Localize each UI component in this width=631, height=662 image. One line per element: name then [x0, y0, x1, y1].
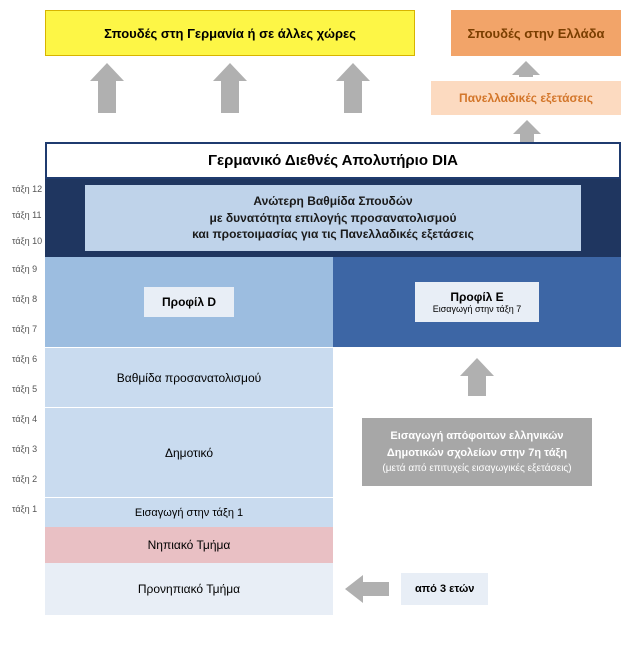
- greek-entry-l3: (μετά από επιτυχείς εισαγωγικές εξετάσει…: [374, 461, 580, 476]
- axis-label: τάξη 7: [10, 314, 45, 344]
- primary-stage: Δημοτικό: [45, 407, 333, 497]
- prekindergarten-box: Προνηπιακό Τμήμα: [45, 563, 333, 615]
- up-arrow-icon: [336, 63, 370, 113]
- study-greece-box: Σπουδές στην Ελλάδα: [451, 10, 621, 56]
- axis-label: τάξη 11: [10, 202, 45, 228]
- axis-label: τάξη 10: [10, 228, 45, 254]
- axis-label: τάξη 8: [10, 284, 45, 314]
- orientation-stage: Βαθμίδα προσανατολισμού: [45, 347, 333, 407]
- greek-entry-l2: Δημοτικών σχολείων στην 7η τάξη: [374, 445, 580, 462]
- upper-stage-band: Ανώτερη Βαθμίδα Σπουδών με δυνατότητα επ…: [45, 179, 621, 257]
- axis-label: τάξη 12: [10, 176, 45, 202]
- upper-line2: με δυνατότητα επιλογής προσανατολισμού: [95, 210, 571, 227]
- axis-label: τάξη 2: [10, 464, 45, 494]
- profile-e-label: Προφίλ E: [433, 290, 522, 304]
- up-arrow-icon: [213, 63, 247, 113]
- dia-title: Γερμανικό Διεθνές Απολυτήριο DIA: [45, 142, 621, 179]
- axis-label: τάξη 6: [10, 344, 45, 374]
- panhellenic-exams-box: Πανελλαδικές εξετάσεις: [431, 81, 621, 115]
- profile-e-sublabel: Εισαγωγή στην τάξη 7: [433, 304, 522, 314]
- greek-entry-box: Εισαγωγή απόφοιτων ελληνικών Δημοτικών σ…: [362, 418, 592, 486]
- profile-e-box: Προφίλ E Εισαγωγή στην τάξη 7: [333, 257, 621, 347]
- axis-label: τάξη 4: [10, 404, 45, 434]
- axis-label: τάξη 5: [10, 374, 45, 404]
- upper-line1: Ανώτερη Βαθμίδα Σπουδών: [95, 193, 571, 210]
- up-arrow-icon: [460, 358, 494, 396]
- kindergarten-box: Νηπιακό Τμήμα: [45, 527, 333, 563]
- axis-label: τάξη 1: [10, 494, 45, 524]
- profile-d-label: Προφίλ D: [162, 295, 216, 309]
- axis-label: τάξη 3: [10, 434, 45, 464]
- grade-axis: τάξη 12 τάξη 11 τάξη 10 τάξη 9 τάξη 8 τά…: [10, 142, 45, 615]
- greek-entry-l1: Εισαγωγή απόφοιτων ελληνικών: [374, 428, 580, 445]
- from-age-box: από 3 ετών: [401, 573, 488, 605]
- profile-d-box: Προφίλ D: [45, 257, 333, 347]
- up-arrow-icon: [512, 61, 540, 77]
- right-gap: [333, 347, 621, 407]
- axis-label: τάξη 9: [10, 254, 45, 284]
- up-arrow-icon: [513, 120, 541, 142]
- study-abroad-box: Σπουδές στη Γερμανία ή σε άλλες χώρες: [45, 10, 415, 56]
- left-arrow-icon: [345, 575, 389, 603]
- up-arrow-icon: [90, 63, 124, 113]
- upper-line3: και προετοιμασίας για τις Πανελλαδικές ε…: [95, 226, 571, 243]
- entry1-stage: Εισαγωγή στην τάξη 1: [45, 497, 333, 527]
- upper-stage-inner: Ανώτερη Βαθμίδα Σπουδών με δυνατότητα επ…: [85, 185, 581, 251]
